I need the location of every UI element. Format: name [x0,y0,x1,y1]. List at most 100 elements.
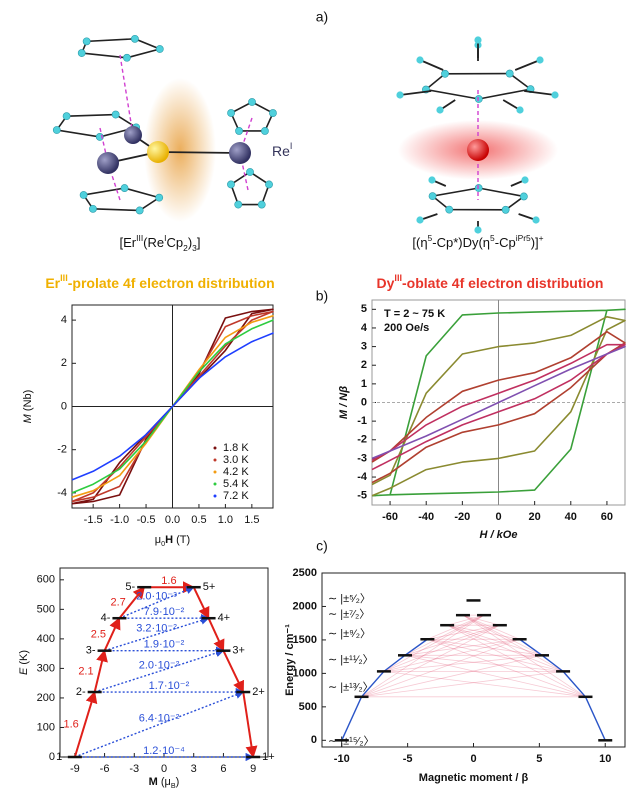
x-tick-label: 6 [220,763,226,775]
transition-line [447,614,485,626]
level-label: 2- [76,686,86,698]
y-axis-label: E (K) [18,650,30,675]
cp-ring [424,72,533,100]
level-label: 4+ [218,612,231,624]
x-tick-label: -9 [70,763,80,775]
text-part: Er [45,275,60,291]
y-tick-label: 400 [37,633,55,645]
series-line [371,316,626,497]
transition-label: 2.1 [78,665,93,677]
text-part: H [165,534,173,546]
transition-line [446,624,586,698]
text-part: + [539,233,544,243]
transition-line [427,638,586,698]
y-tick-label: 1000 [293,667,317,679]
text-part: Re [272,143,290,159]
x-tick-label: 1.5 [244,514,259,526]
y-tick-label: 2 [61,357,67,369]
text-part: Cp [166,235,183,250]
x-tick-label: -3 [129,763,139,775]
x-tick-label: -5 [403,753,413,765]
text-part: (T) [173,534,190,546]
series-line [71,319,274,494]
transition-label: 7.9·10⁻² [144,606,185,618]
carbon-atom [234,200,243,209]
carbon-atom [131,34,139,43]
text-part: μ [155,534,161,546]
carbon-atom [155,45,164,53]
transition-line [383,624,500,672]
state-label: ∼ |±¹⁵⁄₂〉 [328,735,375,748]
y-tick-label: 100 [37,721,55,733]
transition-arrow [584,696,606,741]
carbon-atom [551,91,559,99]
transition-arrow [192,586,210,620]
x-tick-label: 0 [470,753,476,765]
prolate-density [144,78,216,222]
carbon-atom [89,204,97,213]
carbon-atom [505,69,514,78]
transition-line [462,614,586,698]
text-part: -prolate 4f electron distribution [68,275,275,291]
carbon-atom [474,226,482,234]
text-part: (K) [18,650,30,668]
text-part: [(η [412,235,427,250]
legend-marker [213,446,217,450]
x-axis-label: Magnetic moment / β [419,772,529,784]
text-part: I [290,141,293,151]
transition-line [383,614,485,672]
legend-marker [213,470,217,474]
carbon-atom [261,127,269,135]
text-part: Dy [377,275,395,291]
text-part: -oblate 4f electron distribution [402,275,603,291]
carbon-atom [248,98,256,106]
level-label: 4- [101,612,111,624]
transition-line [447,624,520,640]
carbon-atom [516,106,524,114]
transition-line [427,638,564,672]
text-part: 5 [428,233,433,243]
text-part: ] [197,235,201,250]
y-tick-label: 0 [361,396,367,408]
panel-label: a) [316,9,328,25]
transition-line [404,638,520,656]
transition-line [427,638,543,656]
transition-label: 6.4·10⁻² [139,712,180,724]
transition-arrow [242,691,258,759]
carbon-atom [123,53,131,62]
y-tick-label: -4 [357,471,368,483]
carbon-atom [269,109,277,117]
annotation: 200 Oe/s [384,322,429,334]
cp-ring [230,101,274,132]
x-tick-label: 10 [599,753,611,765]
text-part: -Cp*)Dy(η [432,235,490,250]
x-tick-label: 0 [161,763,167,775]
y-tick-label: -1 [357,415,367,427]
text-part: III [60,273,68,283]
carbon-atom [436,106,444,114]
text-part: E [18,667,30,675]
y-tick-label: 300 [37,662,55,674]
legend-marker [213,458,217,462]
x-tick-label: -0.5 [137,514,156,526]
y-tick-label: -5 [357,490,367,502]
transition-line [361,614,485,698]
carbon-atom [246,168,254,176]
y-axis-label: Energy / cm⁻¹ [284,624,296,696]
carbon-atom [257,200,266,209]
x-axis-label: H / kOe [480,529,518,541]
y-tick-label: 3 [361,340,367,352]
bond [524,90,556,96]
rhenium-atom [229,142,251,164]
level-label: 3+ [232,645,245,657]
x-tick-label: 9 [250,763,256,775]
level-label: 5+ [203,581,216,593]
state-label: ∼ |±¹¹⁄₂〉 [328,653,374,666]
carbon-atom [120,184,129,192]
transition-arrow [118,586,145,619]
bond [514,59,541,71]
rhenium-atom [124,126,142,144]
transition-arrow [73,690,98,758]
carbon-atom [265,180,273,189]
y-tick-label: 0 [61,400,67,412]
